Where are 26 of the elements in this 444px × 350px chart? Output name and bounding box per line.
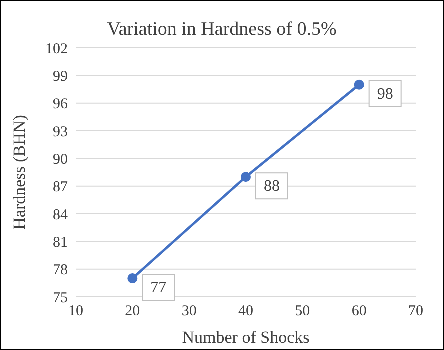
y-tick-label: 81 xyxy=(53,234,68,251)
chart-title: Variation in Hardness of 0.5% xyxy=(106,19,338,41)
y-tick-label: 93 xyxy=(53,124,68,140)
x-tick-label: 20 xyxy=(125,304,140,320)
x-tick-label: 70 xyxy=(408,304,424,320)
y-tick-label: 90 xyxy=(53,152,68,168)
y-axis-title: Hardness (BHN) xyxy=(10,115,30,230)
x-tick-label: 50 xyxy=(295,304,310,320)
x-tick-label: 40 xyxy=(238,304,254,320)
x-tick-label: 30 xyxy=(182,304,197,320)
x-tick-label: 10 xyxy=(68,304,84,320)
y-tick-label: 87 xyxy=(53,180,68,196)
y-tick-label: 75 xyxy=(53,290,68,306)
y-tick-label: 78 xyxy=(53,262,68,279)
y-tick-label: 102 xyxy=(46,41,68,58)
y-tick-label: 96 xyxy=(53,96,68,113)
x-axis-title: Number of Shocks xyxy=(182,328,310,347)
y-tick-label: 84 xyxy=(53,207,68,224)
data-label: 77 xyxy=(150,280,167,297)
point xyxy=(354,80,364,90)
point xyxy=(128,274,138,284)
data-label: 98 xyxy=(377,86,394,103)
y-tick-label: 99 xyxy=(53,68,68,85)
x-tick-label: 60 xyxy=(352,304,367,320)
data-label: 88 xyxy=(264,178,280,196)
point xyxy=(241,172,251,182)
